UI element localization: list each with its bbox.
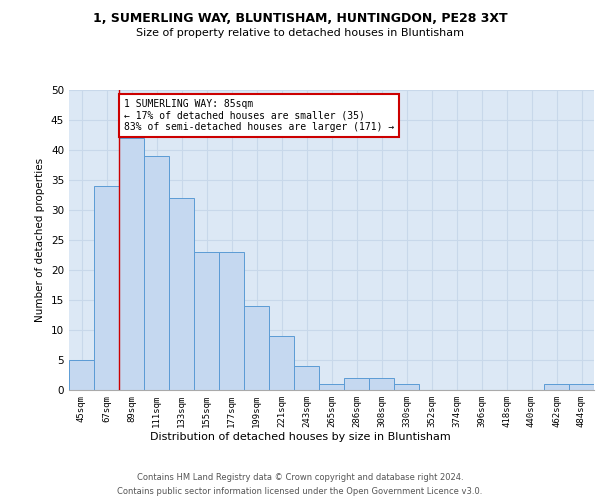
Text: Size of property relative to detached houses in Bluntisham: Size of property relative to detached ho…: [136, 28, 464, 38]
Bar: [244, 306, 269, 390]
Bar: [394, 384, 419, 390]
Text: 1 SUMERLING WAY: 85sqm
← 17% of detached houses are smaller (35)
83% of semi-det: 1 SUMERLING WAY: 85sqm ← 17% of detached…: [124, 99, 394, 132]
Bar: [544, 384, 569, 390]
Bar: [294, 366, 319, 390]
Y-axis label: Number of detached properties: Number of detached properties: [35, 158, 46, 322]
Text: Contains public sector information licensed under the Open Government Licence v3: Contains public sector information licen…: [118, 488, 482, 496]
Bar: [144, 156, 169, 390]
Bar: [219, 252, 244, 390]
Bar: [569, 384, 594, 390]
Bar: [319, 384, 344, 390]
Bar: [169, 198, 194, 390]
Bar: [69, 360, 94, 390]
Bar: [94, 186, 119, 390]
Text: Distribution of detached houses by size in Bluntisham: Distribution of detached houses by size …: [149, 432, 451, 442]
Text: Contains HM Land Registry data © Crown copyright and database right 2024.: Contains HM Land Registry data © Crown c…: [137, 472, 463, 482]
Bar: [344, 378, 369, 390]
Bar: [119, 138, 144, 390]
Bar: [369, 378, 394, 390]
Bar: [194, 252, 219, 390]
Bar: [269, 336, 294, 390]
Text: 1, SUMERLING WAY, BLUNTISHAM, HUNTINGDON, PE28 3XT: 1, SUMERLING WAY, BLUNTISHAM, HUNTINGDON…: [92, 12, 508, 26]
